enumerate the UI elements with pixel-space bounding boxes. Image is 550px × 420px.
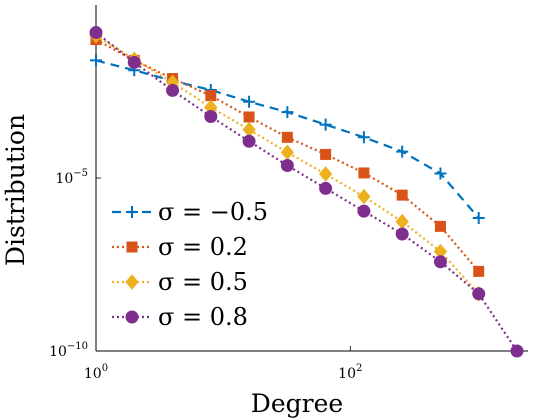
legend-marker xyxy=(125,274,139,290)
x-axis-label: Degree xyxy=(251,389,343,418)
data-point xyxy=(357,131,370,144)
data-point xyxy=(166,83,180,97)
x-tick-label: 100 xyxy=(84,363,108,382)
data-point xyxy=(472,287,486,301)
legend-entry: σ = −0.5 xyxy=(112,198,268,226)
legend-marker xyxy=(126,206,138,218)
legend-marker xyxy=(125,310,139,324)
data-point xyxy=(358,167,370,179)
legend-label: σ = 0.2 xyxy=(158,233,248,261)
data-point xyxy=(318,166,333,182)
data-point xyxy=(395,213,409,230)
legend-marker xyxy=(126,241,138,253)
data-point xyxy=(242,134,256,148)
data-point xyxy=(395,227,409,241)
data-point xyxy=(472,211,485,224)
y-tick-label: 10−5 xyxy=(55,168,88,187)
data-point xyxy=(433,255,447,269)
y-axis-label: Distribution xyxy=(1,114,30,266)
data-point xyxy=(473,265,485,277)
data-point xyxy=(434,220,446,232)
axes xyxy=(95,5,528,352)
data-point xyxy=(320,148,332,160)
data-point xyxy=(243,95,256,108)
data-point xyxy=(205,90,217,102)
data-point xyxy=(396,145,409,158)
data-point xyxy=(357,188,371,205)
data-point xyxy=(89,26,103,40)
data-point xyxy=(280,144,295,161)
data-point xyxy=(396,189,408,201)
data-point xyxy=(127,55,141,69)
data-point xyxy=(510,344,524,358)
x-tick-label: 102 xyxy=(338,363,362,382)
data-point xyxy=(204,109,218,123)
data-point xyxy=(242,121,256,138)
legend-label: σ = −0.5 xyxy=(158,198,268,226)
data-point xyxy=(281,106,294,119)
legend-label: σ = 0.8 xyxy=(158,303,248,331)
data-point xyxy=(281,131,293,143)
legend-label: σ = 0.5 xyxy=(158,268,248,296)
legend: σ = −0.5 σ = 0.2 σ = 0.5 σ = 0.8 xyxy=(112,198,268,331)
series-layer xyxy=(89,26,524,358)
data-point xyxy=(319,118,332,131)
legend-entry: σ = 0.5 xyxy=(112,268,248,296)
series-3 xyxy=(89,26,524,358)
legend-entry: σ = 0.8 xyxy=(112,303,248,331)
data-point xyxy=(90,54,102,67)
y-tick-label: 10−10 xyxy=(49,341,88,360)
series-line xyxy=(95,31,518,352)
data-point xyxy=(434,167,447,180)
legend-entry: σ = 0.2 xyxy=(112,233,248,261)
data-point xyxy=(243,111,255,123)
data-point xyxy=(319,181,333,195)
data-point xyxy=(357,204,371,218)
data-point xyxy=(280,158,294,172)
tick-group: 100 102 10−5 10−10 xyxy=(49,168,362,382)
